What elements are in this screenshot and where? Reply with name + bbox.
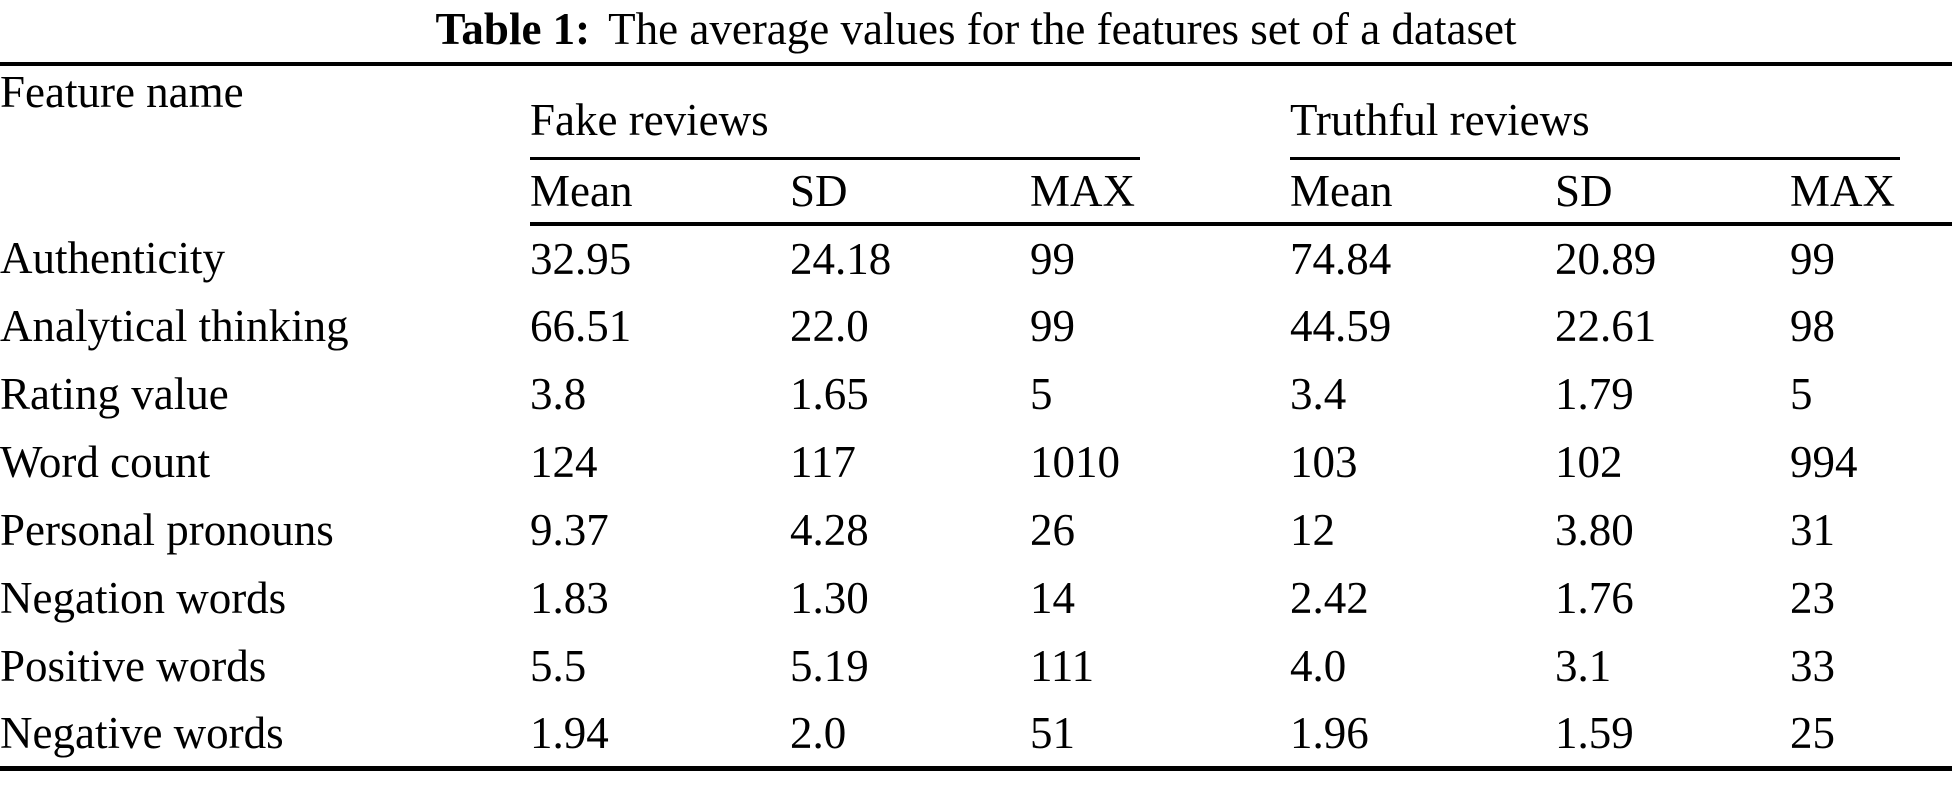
truthful-max-cell: 994 bbox=[1790, 437, 1858, 487]
fake-mean-cell: 9.37 bbox=[530, 505, 609, 555]
table-header: Feature name Fake reviews Truthful revie… bbox=[0, 64, 1952, 226]
table-row: Positive words 5.5 5.19 111 4.0 3.1 33 bbox=[0, 632, 1952, 700]
truthful-mean-cell: 12 bbox=[1290, 505, 1336, 555]
column-header-truthful-mean: Mean bbox=[1290, 160, 1556, 226]
truthful-sd-cell: 3.1 bbox=[1555, 641, 1612, 691]
column-header-fake-max: MAX bbox=[1030, 160, 1291, 226]
feature-name-cell: Rating value bbox=[0, 369, 229, 419]
table-row: Analytical thinking 66.51 22.0 99 44.59 … bbox=[0, 292, 1952, 360]
fake-max-cell: 1010 bbox=[1030, 437, 1120, 487]
feature-name-cell: Positive words bbox=[0, 641, 267, 691]
feature-name-cell: Negative words bbox=[0, 707, 284, 758]
fake-mean-cell: 5.5 bbox=[530, 641, 587, 691]
truthful-sd-cell: 3.80 bbox=[1555, 505, 1634, 555]
fake-mean-cell: 32.95 bbox=[530, 234, 632, 284]
truthful-sd-cell: 1.59 bbox=[1555, 707, 1634, 758]
column-header-feature-name: Feature name bbox=[0, 67, 244, 117]
truthful-max-cell: 23 bbox=[1790, 573, 1836, 623]
fake-sd-cell: 2.0 bbox=[790, 707, 847, 758]
fake-sd-cell: 22.0 bbox=[790, 301, 869, 351]
truthful-mean-cell: 44.59 bbox=[1290, 301, 1392, 351]
fake-sd-cell: 1.30 bbox=[790, 573, 869, 623]
table-caption-text: The average values for the features set … bbox=[608, 4, 1517, 54]
truthful-sd-cell: 20.89 bbox=[1555, 234, 1657, 284]
fake-mean-cell: 3.8 bbox=[530, 369, 587, 419]
column-header-truthful-sd: SD bbox=[1555, 160, 1791, 226]
truthful-mean-cell: 2.42 bbox=[1290, 573, 1369, 623]
fake-reviews-group-label: Fake reviews bbox=[530, 95, 1141, 160]
truthful-sd-cell: 102 bbox=[1555, 437, 1623, 487]
fake-sd-cell: 24.18 bbox=[790, 234, 892, 284]
truthful-sd-cell: 1.79 bbox=[1555, 369, 1634, 419]
column-group-truthful-reviews: Truthful reviews bbox=[1290, 64, 1952, 160]
fake-max-cell: 111 bbox=[1030, 641, 1095, 691]
truthful-max-cell: 33 bbox=[1790, 641, 1836, 691]
feature-name-cell: Authenticity bbox=[0, 233, 225, 283]
feature-name-cell: Analytical thinking bbox=[0, 301, 349, 351]
truthful-reviews-group-label: Truthful reviews bbox=[1290, 95, 1901, 160]
table-row: Authenticity 32.95 24.18 99 74.84 20.89 … bbox=[0, 224, 1952, 292]
table-row: Negative words 1.94 2.0 51 1.96 1.59 25 bbox=[0, 700, 1952, 768]
column-header-fake-sd: SD bbox=[790, 160, 1030, 226]
fake-sd-cell: 5.19 bbox=[790, 641, 869, 691]
fake-mean-cell: 124 bbox=[530, 437, 598, 487]
truthful-max-cell: 25 bbox=[1790, 707, 1836, 758]
column-header-truthful-max: MAX bbox=[1790, 160, 1952, 226]
fake-max-cell: 99 bbox=[1030, 301, 1075, 351]
truthful-max-cell: 98 bbox=[1790, 301, 1836, 351]
fake-max-cell: 14 bbox=[1030, 573, 1075, 623]
fake-max-cell: 5 bbox=[1030, 369, 1053, 419]
truthful-mean-cell: 4.0 bbox=[1290, 641, 1347, 691]
fake-max-cell: 51 bbox=[1030, 707, 1075, 758]
truthful-max-cell: 5 bbox=[1790, 369, 1813, 419]
table-row: Rating value 3.8 1.65 5 3.4 1.79 5 bbox=[0, 360, 1952, 428]
truthful-mean-cell: 74.84 bbox=[1290, 234, 1392, 284]
fake-mean-cell: 1.83 bbox=[530, 573, 609, 623]
fake-sd-cell: 117 bbox=[790, 437, 856, 487]
column-group-fake-reviews: Fake reviews bbox=[530, 64, 1290, 160]
fake-sd-cell: 1.65 bbox=[790, 369, 869, 419]
table-row: Negation words 1.83 1.30 14 2.42 1.76 23 bbox=[0, 564, 1952, 632]
table-caption: Table 1: The average values for the featu… bbox=[0, 0, 1952, 62]
table-row: Word count 124 117 1010 103 102 994 bbox=[0, 428, 1952, 496]
feature-name-cell: Negation words bbox=[0, 573, 287, 623]
table-caption-label: Table 1: bbox=[435, 4, 591, 54]
truthful-sd-cell: 1.76 bbox=[1555, 573, 1634, 623]
fake-max-cell: 26 bbox=[1030, 505, 1075, 555]
truthful-mean-cell: 3.4 bbox=[1290, 369, 1347, 419]
truthful-sd-cell: 22.61 bbox=[1555, 301, 1657, 351]
features-table: Feature name Fake reviews Truthful revie… bbox=[0, 62, 1952, 771]
truthful-mean-cell: 1.96 bbox=[1290, 707, 1369, 758]
group-header-row: Feature name Fake reviews Truthful revie… bbox=[0, 64, 1952, 160]
sub-header-row: Mean SD MAX Mean SD MAX bbox=[0, 160, 1952, 226]
fake-mean-cell: 1.94 bbox=[530, 707, 609, 758]
fake-max-cell: 99 bbox=[1030, 234, 1075, 284]
table-row: Personal pronouns 9.37 4.28 26 12 3.80 3… bbox=[0, 496, 1952, 564]
fake-mean-cell: 66.51 bbox=[530, 301, 632, 351]
feature-name-cell: Personal pronouns bbox=[0, 505, 334, 555]
fake-sd-cell: 4.28 bbox=[790, 505, 869, 555]
truthful-max-cell: 99 bbox=[1790, 234, 1836, 284]
truthful-mean-cell: 103 bbox=[1290, 437, 1358, 487]
column-header-fake-mean: Mean bbox=[530, 160, 790, 226]
table-body: Authenticity 32.95 24.18 99 74.84 20.89 … bbox=[0, 224, 1952, 768]
feature-name-cell: Word count bbox=[0, 437, 211, 487]
truthful-max-cell: 31 bbox=[1790, 505, 1836, 555]
